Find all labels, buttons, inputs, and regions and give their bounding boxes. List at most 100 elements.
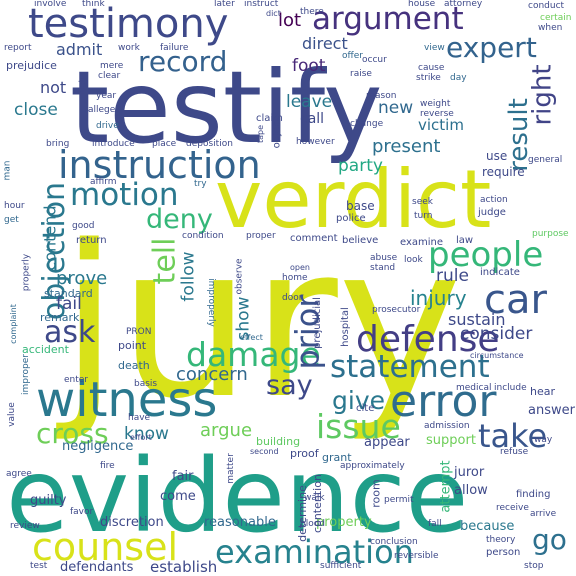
word-review: review <box>10 521 40 531</box>
word-prove: prove <box>56 268 108 289</box>
word-there: there <box>300 7 324 17</box>
word-basis: basis <box>134 379 158 389</box>
word-failure: failure <box>160 43 189 53</box>
word-sufficient: sufficient <box>320 561 362 571</box>
word-witness: witness <box>36 372 218 428</box>
word-man: man <box>2 160 13 181</box>
word-grant: grant <box>322 451 352 464</box>
word-prejudicial: prejudicial <box>311 297 323 349</box>
word-comment: comment <box>290 233 338 244</box>
word-object: object <box>271 117 283 149</box>
word-change: change <box>350 119 384 129</box>
word-way: way <box>534 435 553 445</box>
word-know: know <box>124 424 169 444</box>
word-sustain: sustain <box>448 310 506 329</box>
word-examination: examination <box>215 533 414 571</box>
word-damage: damage <box>186 335 321 374</box>
word-later: later <box>214 0 235 9</box>
word-negligence: negligence <box>62 439 134 454</box>
word-evidence: evidence <box>6 437 469 556</box>
word-hear: hear <box>530 385 556 398</box>
word-contend: contend <box>40 205 60 271</box>
word-deposition: deposition <box>186 139 233 149</box>
word-indicate: indicate <box>480 267 520 278</box>
word-foot: foot <box>292 56 326 76</box>
word-dict: dict <box>266 9 281 18</box>
word-attorney: attorney <box>444 0 483 9</box>
word-record: record <box>138 45 228 78</box>
word-favor: favor <box>70 507 94 517</box>
word-close: close <box>14 100 58 120</box>
word-remark: remark <box>40 311 80 324</box>
word-properly: properly <box>21 253 32 292</box>
word-stand: stand <box>370 263 396 273</box>
word-hospital: hospital <box>339 307 351 347</box>
word-conclusion: conclusion <box>370 537 418 547</box>
word-answer: answer <box>528 403 575 418</box>
word-cross: cross <box>36 417 109 450</box>
word-get: get <box>4 215 19 225</box>
word-approximately: approximately <box>340 461 405 471</box>
word-appear: appear <box>364 435 410 450</box>
word-defense: defense <box>356 319 500 360</box>
word-refuse: refuse <box>500 447 529 457</box>
word-examine: examine <box>400 237 444 248</box>
word-fair: fair <box>172 469 194 484</box>
word-proper: proper <box>246 231 276 241</box>
word-test: test <box>30 561 48 571</box>
word-rule: rule <box>436 266 469 286</box>
word-judge: judge <box>478 207 506 218</box>
word-go: go <box>532 523 567 556</box>
word-instruct: instruct <box>244 0 279 9</box>
word-open: open <box>290 263 310 272</box>
word-argue: argue <box>200 420 253 441</box>
word-require: require <box>482 165 525 179</box>
word-finding: finding <box>516 489 551 500</box>
word-argument: argument <box>312 1 464 37</box>
word-however: however <box>296 137 335 147</box>
word-claim: claim <box>256 113 283 124</box>
word-establish: establish <box>150 558 218 576</box>
word-house: house <box>408 0 436 9</box>
word-cause: cause <box>418 63 445 73</box>
word-allow: allow <box>454 483 488 498</box>
word-base: base <box>346 199 375 213</box>
word-home: home <box>282 273 308 283</box>
word-injury: injury <box>410 286 467 310</box>
word-come: come <box>160 489 196 504</box>
word-allege: allege <box>88 105 116 115</box>
word-seek: seek <box>412 197 433 207</box>
word-admit: admit <box>56 40 103 59</box>
word-second: second <box>250 447 279 456</box>
word-conduct: conduct <box>528 1 565 11</box>
word-party: party <box>338 156 383 176</box>
word-return: return <box>76 235 107 246</box>
word-not: not <box>40 78 67 97</box>
word-follow: follow <box>178 251 199 302</box>
word-testimony: testimony <box>28 1 229 47</box>
word-improperly: improperly <box>205 278 216 327</box>
word-deny: deny <box>146 204 213 235</box>
word-room: room <box>369 479 383 508</box>
word-turn: turn <box>414 211 433 221</box>
word-concern: concern <box>176 364 248 385</box>
word-purpose: purpose <box>532 229 569 239</box>
word-observe: observe <box>234 258 245 295</box>
word-testify: testify <box>70 49 383 166</box>
word-accident: accident <box>22 343 69 356</box>
word-report: report <box>4 43 32 53</box>
word-consider: consider <box>460 324 533 344</box>
word-theory: theory <box>486 535 516 545</box>
word-blood: blood <box>300 519 325 529</box>
word-fail: fail <box>56 294 82 314</box>
word-cite: cite <box>356 403 375 414</box>
word-guilty: guilty <box>30 493 67 508</box>
word-standard: standard <box>44 287 93 300</box>
word-ask: ask <box>44 315 96 350</box>
word-improper: improper <box>20 354 31 395</box>
word-prosecutor: prosecutor <box>372 305 421 315</box>
word-take: take <box>478 417 548 455</box>
word-abuse: abuse <box>370 253 398 263</box>
word-admission: admission <box>424 421 470 431</box>
